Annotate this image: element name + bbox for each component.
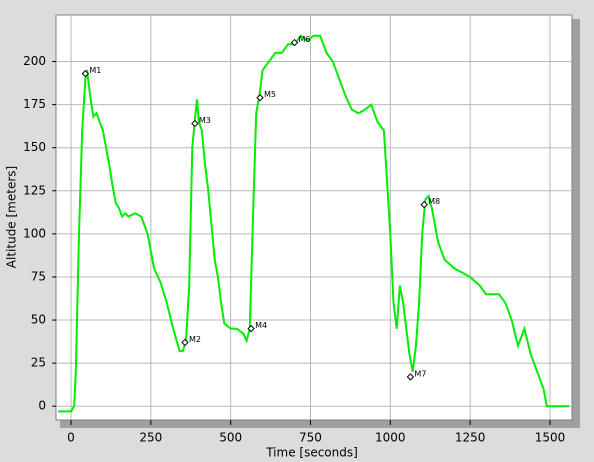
y-tick-label: 125 [23, 183, 46, 197]
marker-label: M4 [255, 321, 267, 330]
marker-label: M5 [264, 90, 276, 99]
y-tick-label: 75 [31, 269, 46, 283]
marker-label: M3 [199, 116, 211, 125]
marker-label: M8 [428, 197, 440, 206]
marker [256, 94, 264, 102]
marker [181, 338, 189, 347]
data-line [58, 34, 570, 413]
y-tick-label: 25 [31, 356, 46, 370]
x-tick-label: 750 [299, 431, 322, 445]
y-tick-label: 175 [23, 97, 46, 111]
plot-area [55, 14, 573, 421]
y-tick-label: 100 [23, 226, 46, 240]
y-tick-label: 0 [38, 399, 46, 413]
marker [81, 69, 90, 78]
marker [406, 373, 415, 381]
x-axis-label: Time [seconds] [265, 446, 358, 460]
x-tick-label: 1250 [455, 431, 486, 445]
y-tick-label: 200 [23, 54, 46, 68]
x-tick-label: 1000 [375, 431, 406, 445]
x-tick-label: 500 [219, 431, 242, 445]
marker [247, 324, 255, 333]
marker-label: M2 [189, 335, 201, 344]
marker [290, 38, 299, 47]
y-tick-label: 50 [31, 313, 46, 327]
marker [420, 200, 428, 209]
marker-label: M7 [414, 369, 426, 378]
x-tick-label: 1500 [535, 431, 566, 445]
y-tick-label: 150 [23, 140, 46, 154]
y-axis-label: Altitude [meters] [5, 166, 19, 268]
x-tick-label: 250 [139, 431, 162, 445]
marker-label: M1 [89, 66, 101, 75]
marker-label: M6 [299, 35, 311, 44]
x-tick-label: 0 [67, 431, 75, 445]
marker [191, 119, 199, 128]
